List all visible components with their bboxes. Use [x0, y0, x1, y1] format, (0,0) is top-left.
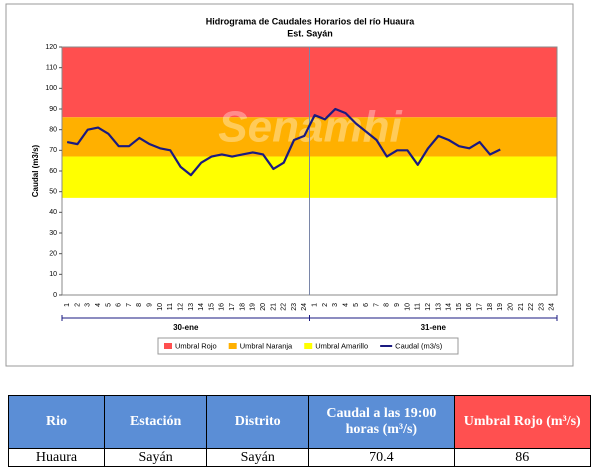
x-tick-label: 9: [394, 303, 401, 307]
x-tick-label: 1: [312, 303, 319, 307]
x-tick-label: 4: [95, 303, 102, 307]
x-tick-label: 3: [85, 303, 92, 307]
group-label: 31-ene: [421, 323, 447, 332]
x-tick-label: 17: [229, 303, 236, 311]
x-tick-label: 21: [518, 303, 525, 311]
table-cell: Sayán: [206, 448, 310, 467]
x-tick-label: 18: [487, 303, 494, 311]
x-tick-label: 11: [415, 303, 422, 310]
table-row: Huaura Sayán Sayán 70.4 86: [7, 448, 591, 467]
x-tick-label: 16: [219, 303, 226, 311]
table-cell: Rio: [7, 395, 106, 449]
chart-title: Hidrograma de Caudales Horarios del río …: [206, 16, 416, 26]
caudal-line: [66, 107, 501, 177]
x-tick-label: 7: [373, 303, 380, 307]
legend-label: Umbral Rojo: [175, 341, 217, 350]
x-tick-label: 24: [549, 303, 556, 311]
legend-swatch: [304, 343, 313, 349]
legend-label: Caudal (m3/s): [395, 341, 443, 350]
x-tick-label: 14: [446, 303, 453, 311]
chart-subtitle: Est. Sayán: [287, 28, 333, 38]
x-tick-label: 20: [507, 303, 514, 311]
chart: Hidrograma de Caudales Horarios del río …: [5, 3, 574, 367]
legend-label: Umbral Amarillo: [315, 341, 368, 350]
table-cell: Umbral Rojo (m³/s): [453, 395, 591, 449]
legend-label: Umbral Naranja: [240, 341, 293, 350]
x-tick-label: 19: [497, 303, 504, 311]
y-tick-label: 80: [49, 127, 57, 134]
legend-swatch: [228, 343, 237, 349]
group-label: 30-ene: [173, 323, 199, 332]
x-tick-label: 22: [281, 303, 288, 311]
x-tick-label: 12: [177, 303, 184, 311]
x-tick-label: 12: [425, 303, 432, 311]
x-tick-label: 15: [456, 303, 463, 311]
x-tick-label: 7: [126, 303, 133, 307]
x-tick-label: 10: [404, 303, 411, 311]
table-cell: Caudal a las 19:00 horas (m³/s): [308, 395, 455, 449]
y-tick-label: 90: [49, 106, 57, 113]
x-tick-label: 2: [74, 303, 81, 307]
x-tick-label: 8: [136, 303, 143, 307]
table-row: Rio Estación Distrito Caudal a las 19:00 ho…: [7, 395, 591, 449]
y-tick-label: 50: [49, 189, 57, 196]
table-cell: Distrito: [206, 395, 310, 449]
summary-table: Rio Estación Distrito Caudal a las 19:00 ho…: [7, 395, 591, 467]
x-tick-label: 19: [250, 303, 257, 311]
x-tick-label: 14: [198, 303, 205, 311]
x-tick-label: 3: [332, 303, 339, 307]
x-tick-label: 15: [208, 303, 215, 311]
x-tick-label: 8: [384, 303, 391, 307]
y-tick-label: 60: [49, 168, 57, 175]
x-tick-label: 17: [477, 303, 484, 311]
legend-swatch: [164, 343, 172, 349]
x-tick-label: 5: [105, 303, 112, 307]
y-tick-label: 0: [53, 292, 57, 299]
legend: Umbral Rojo Umbral Naranja Umbral Amarillo…: [157, 337, 459, 355]
x-tick-label: 13: [435, 303, 442, 311]
y-tick-label: 120: [45, 44, 57, 51]
table-cell: Sayán: [104, 448, 208, 467]
y-axis-label: Caudal (m3/s): [31, 144, 40, 197]
table-cell: Estación: [104, 395, 208, 449]
y-tick-label: 30: [49, 230, 57, 237]
x-tick-label: 2: [322, 303, 329, 307]
x-tick-label: 10: [157, 303, 164, 311]
y-tick-label: 110: [46, 65, 57, 72]
x-tick-label: 11: [167, 303, 174, 310]
x-tick-label: 22: [528, 303, 535, 311]
y-tick-label: 20: [49, 251, 57, 258]
watermark: Senamhi: [218, 103, 402, 152]
x-tick-label: 4: [342, 303, 349, 307]
y-tick-label: 10: [49, 271, 57, 278]
table-cell: 70.4: [308, 448, 455, 467]
x-tick-label: 1: [64, 303, 71, 307]
table-cell: Huaura: [7, 448, 106, 467]
x-tick-label: 18: [239, 303, 246, 311]
x-tick-label: 13: [188, 303, 195, 311]
y-tick-label: 40: [49, 209, 57, 216]
x-tick-label: 24: [301, 303, 308, 311]
x-tick-label: 6: [363, 303, 370, 307]
y-tick-label: 100: [45, 85, 57, 92]
y-tick-label: 70: [49, 147, 57, 154]
x-tick-label: 5: [353, 303, 360, 307]
table-cell: 86: [453, 448, 591, 467]
x-tick-label: 16: [466, 303, 473, 311]
x-tick-label: 20: [260, 303, 267, 311]
x-tick-label: 9: [147, 303, 154, 307]
x-tick-label: 23: [291, 303, 298, 311]
x-tick-label: 21: [270, 303, 277, 311]
x-tick-label: 23: [538, 303, 545, 311]
x-tick-label: 6: [116, 303, 123, 307]
